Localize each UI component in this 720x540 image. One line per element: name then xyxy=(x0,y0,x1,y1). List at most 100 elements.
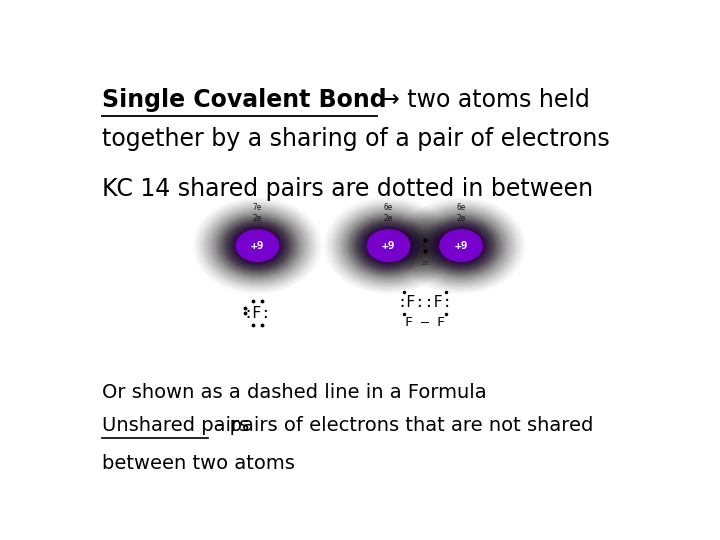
Circle shape xyxy=(456,242,465,249)
Ellipse shape xyxy=(451,239,471,253)
Ellipse shape xyxy=(248,239,267,253)
Ellipse shape xyxy=(446,234,476,257)
Ellipse shape xyxy=(221,219,294,273)
Ellipse shape xyxy=(380,239,397,252)
Ellipse shape xyxy=(228,224,287,268)
Ellipse shape xyxy=(366,229,411,262)
Ellipse shape xyxy=(240,233,274,259)
Ellipse shape xyxy=(384,242,393,249)
Circle shape xyxy=(383,241,394,250)
Ellipse shape xyxy=(363,227,414,265)
Ellipse shape xyxy=(367,230,410,261)
Ellipse shape xyxy=(246,237,269,254)
Ellipse shape xyxy=(356,221,422,271)
Circle shape xyxy=(382,240,395,251)
Ellipse shape xyxy=(256,245,258,246)
Circle shape xyxy=(256,245,258,247)
Ellipse shape xyxy=(456,242,467,249)
Ellipse shape xyxy=(361,225,416,266)
Text: 6e
2e: 6e 2e xyxy=(384,203,393,223)
Ellipse shape xyxy=(444,233,478,259)
Ellipse shape xyxy=(427,220,495,271)
Circle shape xyxy=(451,238,471,253)
Ellipse shape xyxy=(354,220,423,271)
Text: Unshared pairs: Unshared pairs xyxy=(102,416,250,435)
Ellipse shape xyxy=(440,230,482,261)
Circle shape xyxy=(450,237,472,254)
Ellipse shape xyxy=(225,222,289,269)
Ellipse shape xyxy=(385,244,392,248)
Ellipse shape xyxy=(365,228,412,263)
Ellipse shape xyxy=(425,219,498,273)
Ellipse shape xyxy=(426,219,496,272)
Circle shape xyxy=(251,240,264,251)
Ellipse shape xyxy=(234,228,281,263)
Ellipse shape xyxy=(458,244,464,248)
Ellipse shape xyxy=(454,240,469,251)
Circle shape xyxy=(440,230,482,261)
Ellipse shape xyxy=(232,227,283,265)
Circle shape xyxy=(387,245,390,247)
Ellipse shape xyxy=(387,244,391,247)
Text: together by a sharing of a pair of electrons: together by a sharing of a pair of elect… xyxy=(102,127,610,151)
Ellipse shape xyxy=(354,219,424,272)
Ellipse shape xyxy=(438,228,485,263)
Ellipse shape xyxy=(352,219,425,273)
Ellipse shape xyxy=(247,238,268,254)
Text: +9: +9 xyxy=(454,241,468,251)
Ellipse shape xyxy=(441,231,482,261)
Text: Or shown as a dashed line in a Formula: Or shown as a dashed line in a Formula xyxy=(102,383,487,402)
Ellipse shape xyxy=(249,239,266,252)
Ellipse shape xyxy=(443,232,480,259)
Ellipse shape xyxy=(429,222,493,269)
Circle shape xyxy=(255,244,260,248)
Ellipse shape xyxy=(374,234,403,257)
Ellipse shape xyxy=(430,222,492,269)
Text: 6e
2e: 6e 2e xyxy=(456,203,466,223)
Ellipse shape xyxy=(382,241,395,251)
Ellipse shape xyxy=(451,238,472,254)
Circle shape xyxy=(453,239,469,252)
Ellipse shape xyxy=(370,232,407,259)
Ellipse shape xyxy=(237,231,278,261)
Circle shape xyxy=(379,238,398,253)
Circle shape xyxy=(248,238,267,253)
Ellipse shape xyxy=(224,221,291,271)
Ellipse shape xyxy=(449,236,474,255)
Ellipse shape xyxy=(378,238,399,254)
Ellipse shape xyxy=(233,227,282,264)
Circle shape xyxy=(380,239,397,252)
Ellipse shape xyxy=(374,235,402,256)
Ellipse shape xyxy=(251,241,264,251)
Ellipse shape xyxy=(433,225,489,266)
Text: 2e: 2e xyxy=(420,260,429,266)
Text: :F::F:: :F::F: xyxy=(397,295,452,310)
Ellipse shape xyxy=(358,222,420,269)
Ellipse shape xyxy=(250,240,265,251)
Text: - pairs of electrons that are not shared: - pairs of electrons that are not shared xyxy=(210,416,593,435)
Circle shape xyxy=(454,240,468,251)
Ellipse shape xyxy=(460,245,462,246)
Ellipse shape xyxy=(222,219,293,272)
Circle shape xyxy=(459,245,462,247)
Circle shape xyxy=(252,241,263,250)
Ellipse shape xyxy=(256,244,259,247)
Ellipse shape xyxy=(436,227,486,264)
Ellipse shape xyxy=(238,231,276,260)
Ellipse shape xyxy=(243,234,272,257)
Ellipse shape xyxy=(381,240,396,251)
Ellipse shape xyxy=(239,232,276,259)
Ellipse shape xyxy=(235,229,280,262)
Ellipse shape xyxy=(243,235,271,256)
Ellipse shape xyxy=(230,226,284,266)
Ellipse shape xyxy=(459,244,463,247)
Ellipse shape xyxy=(431,224,491,268)
Circle shape xyxy=(456,241,467,250)
Ellipse shape xyxy=(456,242,465,249)
Ellipse shape xyxy=(372,233,405,259)
Circle shape xyxy=(253,242,261,249)
Ellipse shape xyxy=(452,239,469,252)
Text: between two atoms: between two atoms xyxy=(102,454,295,472)
Text: 7e
2e: 7e 2e xyxy=(253,203,262,223)
Circle shape xyxy=(367,230,410,261)
